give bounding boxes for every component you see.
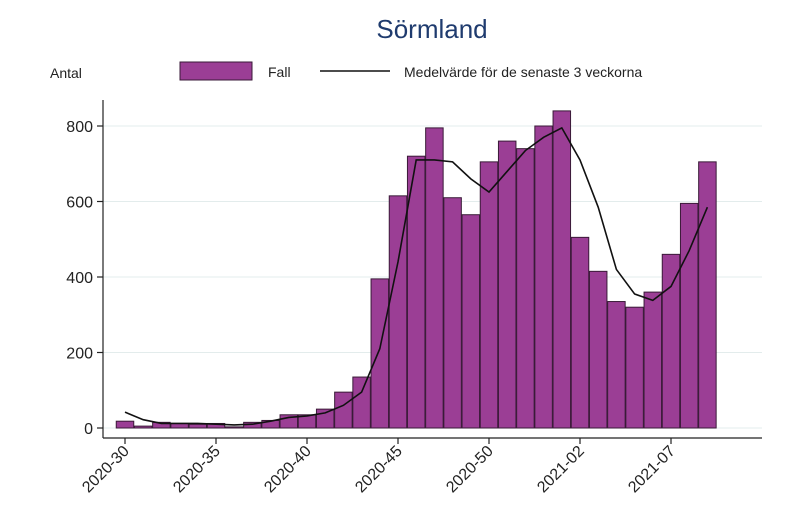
- x-tick-label: 2020-50: [443, 443, 497, 497]
- y-tick-label: 0: [84, 421, 93, 438]
- x-tick-label: 2021-07: [625, 443, 679, 497]
- y-axis-label: Antal: [50, 65, 82, 81]
- bar-2020-51: [497, 140, 517, 429]
- bar-2020-34: [188, 423, 208, 429]
- bars: [115, 110, 717, 429]
- bar-2020-42: [334, 391, 353, 429]
- axes: [97, 100, 762, 444]
- y-tick-labels: 0 200 400 600 800: [66, 119, 93, 438]
- legend-line-label: Medelvärde för de senaste 3 veckorna: [404, 64, 642, 80]
- x-tick-label: 2020-40: [261, 443, 315, 497]
- x-tick-label: 2021-02: [534, 443, 588, 497]
- chart-title: Sörmland: [376, 14, 487, 44]
- bar-2020-46: [406, 155, 426, 429]
- average-line: [124, 126, 709, 426]
- bar-2021-05: [625, 306, 644, 429]
- bar-2020-47: [425, 127, 444, 429]
- bar-2020-41: [315, 408, 335, 429]
- bar-2020-31: [133, 425, 153, 429]
- y-tick-label: 800: [66, 119, 93, 136]
- average-line-layer: [124, 126, 709, 426]
- x-tick-label: 2020-30: [79, 443, 133, 497]
- bar-2021-07: [661, 253, 681, 429]
- bar-2020-53: [534, 125, 553, 429]
- bar-2021-02: [570, 236, 590, 429]
- legend: Fall Medelvärde för de senaste 3 veckorn…: [179, 61, 642, 81]
- bar-2020-30: [115, 420, 135, 429]
- x-tick-labels: 2020-30 2020-35 2020-40 2020-45 2020-50 2021-…: [79, 443, 679, 497]
- bar-2020-49: [461, 214, 481, 429]
- bar-2020-48: [443, 197, 462, 429]
- bar-2020-52: [516, 148, 535, 429]
- legend-bar-swatch: [179, 61, 253, 81]
- bar-2020-32: [152, 421, 171, 429]
- bar-2021-04: [607, 301, 626, 429]
- x-tick-label: 2020-45: [352, 443, 406, 497]
- bar-2021-01: [552, 110, 572, 429]
- bar-2020-44: [370, 278, 390, 429]
- bar-2020-50: [479, 161, 499, 429]
- y-tick-label: 400: [66, 270, 93, 287]
- legend-bar-label: Fall: [268, 64, 291, 80]
- bar-2021-03: [588, 270, 608, 429]
- bar-2021-06: [643, 291, 663, 429]
- bar-2020-45: [388, 195, 408, 429]
- bar-2020-36: [224, 426, 244, 429]
- y-tick-label: 200: [66, 346, 93, 363]
- bar-2020-40: [297, 414, 317, 429]
- bar-2020-43: [352, 376, 371, 429]
- bar-2021-09: [698, 161, 717, 429]
- x-tick-label: 2020-35: [170, 443, 224, 497]
- y-tick-label: 600: [66, 195, 93, 212]
